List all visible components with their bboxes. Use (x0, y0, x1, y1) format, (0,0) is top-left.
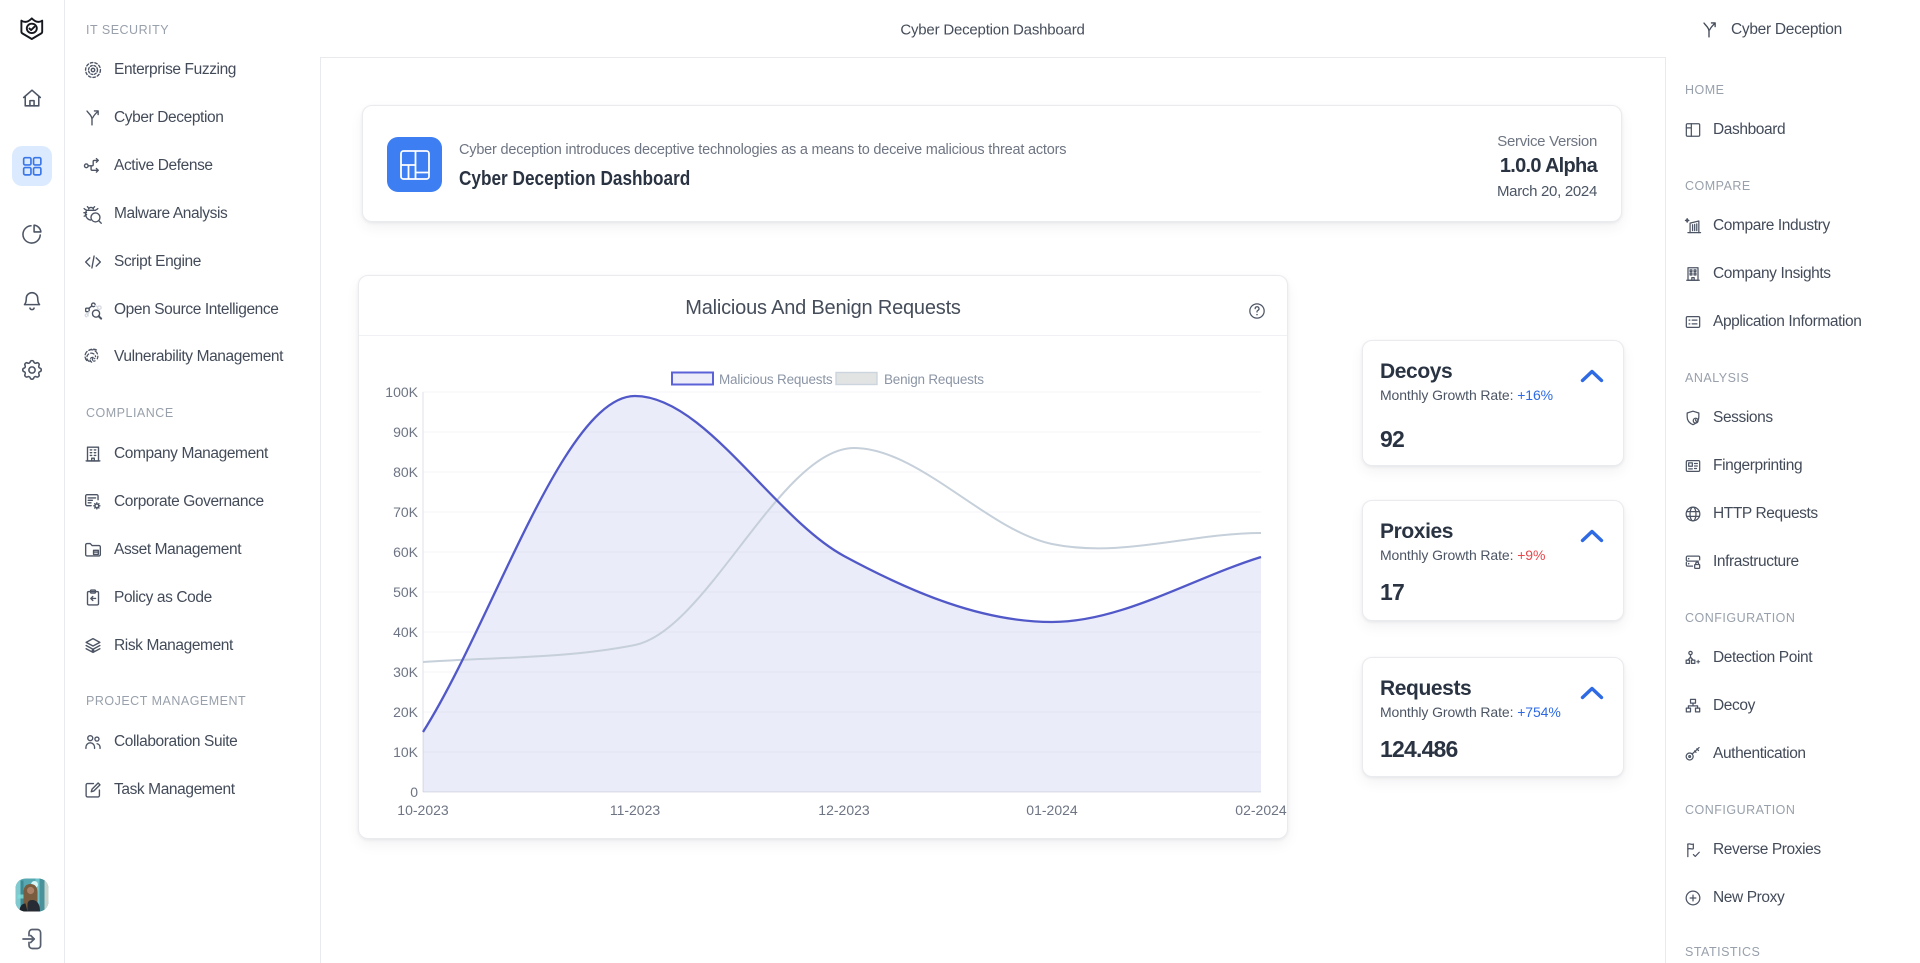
svg-text:01-2024: 01-2024 (1026, 802, 1078, 818)
svg-text:40K: 40K (393, 624, 419, 640)
svg-text:0: 0 (410, 784, 418, 800)
svg-text:12-2023: 12-2023 (818, 802, 870, 818)
svg-text:100K: 100K (385, 384, 418, 400)
svg-text:11-2023: 11-2023 (610, 802, 661, 818)
svg-text:60K: 60K (393, 544, 419, 560)
svg-text:50K: 50K (393, 584, 419, 600)
svg-text:02-2024: 02-2024 (1235, 802, 1287, 818)
svg-text:70K: 70K (393, 504, 419, 520)
svg-text:80K: 80K (393, 464, 419, 480)
svg-text:10K: 10K (393, 744, 419, 760)
svg-text:20K: 20K (393, 704, 419, 720)
svg-text:Malicious Requests: Malicious Requests (719, 372, 833, 387)
svg-text:30K: 30K (393, 664, 419, 680)
svg-text:90K: 90K (393, 424, 419, 440)
svg-text:10-2023: 10-2023 (397, 802, 449, 818)
svg-text:Benign Requests: Benign Requests (884, 372, 984, 387)
